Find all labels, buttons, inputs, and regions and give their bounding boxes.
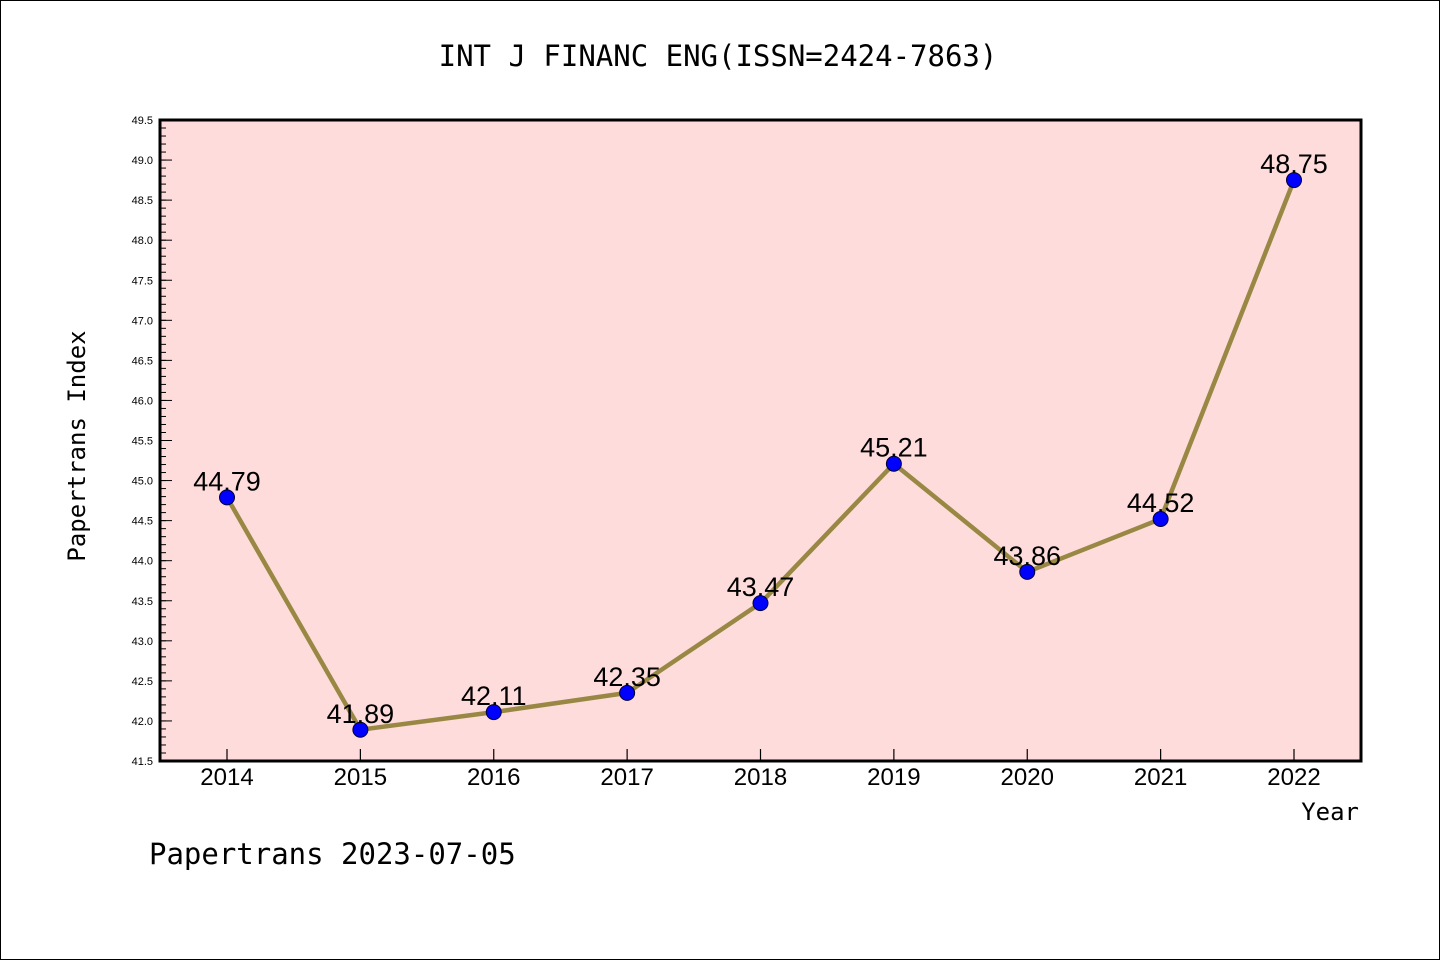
x-tick-label: 2015: [334, 764, 387, 791]
x-tick-label: 2019: [867, 764, 920, 791]
y-tick-label: 44.5: [132, 516, 153, 528]
data-label: 44.52: [1127, 488, 1195, 518]
y-tick-label: 49.0: [132, 155, 153, 167]
series-markers: [219, 172, 1302, 738]
y-tick-label: 43.5: [132, 596, 153, 608]
data-label: 48.75: [1260, 149, 1328, 179]
x-tick-label: 2022: [1267, 764, 1320, 791]
plot-area: [158, 118, 1363, 763]
chart-title: INT J FINANC ENG(ISSN=2424-7863): [439, 39, 998, 73]
data-label: 45.21: [860, 433, 928, 463]
data-point: [219, 489, 235, 506]
y-tick-label: 46.0: [132, 395, 153, 407]
data-point: [1286, 172, 1302, 189]
y-tick-label: 43.0: [132, 636, 153, 648]
y-tick-label: 45.5: [132, 436, 153, 448]
footer-caption: Papertrans 2023-07-05: [149, 837, 516, 871]
x-tick-label: 2020: [1001, 764, 1054, 791]
x-tick-label: 2018: [734, 764, 787, 791]
y-tick-label: 48.0: [132, 235, 153, 247]
data-label: 43.47: [727, 572, 795, 602]
y-tick-label: 47.0: [132, 315, 153, 327]
x-axis: 2014 2015 2016 2017 2018 2019 2020 2021 2022: [200, 749, 1321, 791]
y-tick-label: 41.5: [132, 756, 153, 768]
data-point: [352, 721, 369, 738]
y-tick-label: 47.5: [132, 275, 153, 287]
data-point: [752, 595, 769, 612]
y-tick-label: 46.5: [132, 355, 153, 367]
y-tick-label: 42.0: [132, 716, 153, 728]
data-label: 41.89: [327, 699, 395, 729]
data-point: [885, 455, 902, 472]
y-tick-label: 45.0: [132, 476, 153, 488]
data-label: 44.79: [193, 466, 261, 496]
data-label: 43.86: [993, 541, 1061, 571]
y-tick-label: 42.5: [132, 676, 153, 688]
x-axis-label: Year: [1301, 798, 1359, 826]
data-point: [619, 684, 636, 701]
data-labels: 44.79 41.89 42.11 42.35 43.47 45.21 43.86 44.52…: [193, 149, 1328, 729]
y-tick-label: 48.5: [132, 195, 153, 207]
y-axis: 41.5 42.0 42.5 43.0 43.5 44.0 44.5 45.0 45.5 46.0…: [132, 115, 172, 768]
data-label: 42.35: [593, 662, 661, 692]
x-tick-label: 2021: [1134, 764, 1187, 791]
data-point: [1152, 511, 1169, 528]
y-tick-label: 49.5: [132, 115, 153, 127]
y-tick-label: 44.0: [132, 556, 153, 568]
data-point: [485, 704, 502, 721]
y-axis-label: Papertrans Index: [63, 330, 91, 561]
x-tick-label: 2016: [467, 764, 520, 791]
x-tick-label: 2014: [200, 764, 253, 791]
x-tick-label: 2017: [600, 764, 653, 791]
data-label: 42.11: [461, 681, 527, 711]
data-point: [1019, 563, 1036, 580]
